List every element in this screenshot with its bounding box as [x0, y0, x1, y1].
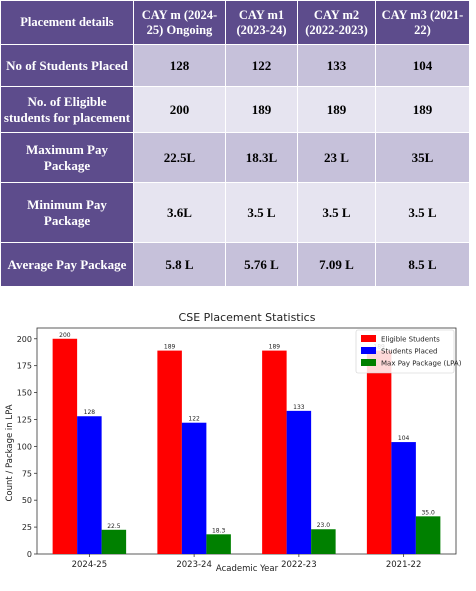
chart-title: CSE Placement Statistics	[179, 311, 316, 324]
table-row-eligible-students: No. of Eligible students for placement 2…	[0, 86, 470, 133]
y-tick-label: 150	[17, 389, 32, 398]
x-axis-label: Academic Year	[216, 564, 279, 574]
table-cell: 23 L	[297, 132, 376, 183]
bar-value-label: 22.5	[107, 523, 121, 530]
table-cell: 8.5 L	[375, 242, 470, 287]
placement-table: Placement details CAY m (2024-25) Ongoin…	[0, 0, 470, 287]
bar	[391, 442, 416, 554]
table-cell: 35L	[375, 132, 470, 183]
row-label: Minimum Pay Package	[0, 182, 134, 243]
table-cell: 3.5 L	[375, 182, 470, 243]
x-tick-label: 2021-22	[386, 560, 422, 570]
bar-value-label: 104	[398, 435, 410, 442]
y-tick-label: 50	[22, 496, 32, 505]
table-cell: 200	[133, 86, 226, 133]
x-tick-label: 2023-24	[176, 560, 212, 570]
bar-value-label: 133	[293, 404, 305, 411]
table-cell: 133	[297, 44, 376, 87]
header-cay-m3: CAY m3 (2021-22)	[375, 0, 470, 45]
y-tick-label: 75	[22, 469, 32, 478]
row-label: Average Pay Package	[0, 242, 134, 287]
bar	[262, 350, 287, 554]
header-cay-m: CAY m (2024-25) Ongoing	[133, 0, 226, 45]
header-cay-m1: CAY m1 (2023-24)	[225, 0, 298, 45]
table-row-max-package: Maximum Pay Package 22.5L 18.3L 23 L 35L	[0, 132, 470, 183]
bar	[286, 410, 312, 554]
legend-label: Max Pay Package (LPA)	[381, 360, 462, 368]
table-cell: 3.5 L	[225, 182, 298, 243]
table-cell: 18.3L	[225, 132, 298, 183]
bar	[52, 338, 78, 554]
bar	[206, 534, 231, 554]
bar	[101, 529, 127, 554]
table-cell: 128	[133, 44, 226, 87]
y-tick-label: 100	[17, 442, 32, 451]
y-tick-label: 0	[27, 550, 32, 559]
x-tick-label: 2022-23	[281, 560, 317, 570]
table-cell: 189	[375, 86, 470, 133]
table-row-avg-package: Average Pay Package 5.8 L 5.76 L 7.09 L …	[0, 242, 470, 287]
legend-box	[355, 329, 455, 374]
legend-swatch	[361, 359, 376, 366]
table-header-row: Placement details CAY m (2024-25) Ongoin…	[0, 0, 470, 45]
bar-value-label: 200	[59, 332, 71, 339]
legend-swatch	[361, 335, 376, 342]
x-tick-label: 2024-25	[72, 560, 108, 570]
bar-value-label: 23.0	[317, 522, 331, 529]
row-label: No. of Eligible students for placement	[0, 86, 134, 133]
table-row-min-package: Minimum Pay Package 3.6L 3.5 L 3.5 L 3.5…	[0, 182, 470, 243]
legend-swatch	[361, 347, 376, 354]
bar-value-label: 189	[164, 344, 176, 351]
table-cell: 5.8 L	[133, 242, 226, 287]
y-tick-label: 200	[17, 335, 32, 344]
row-label: Maximum Pay Package	[0, 132, 134, 183]
bar	[157, 350, 182, 554]
table-cell: 122	[225, 44, 298, 87]
y-tick-label: 25	[22, 523, 32, 532]
header-placement-details: Placement details	[0, 0, 134, 45]
bar	[181, 422, 207, 554]
legend-label: Eligible Students	[381, 336, 440, 344]
bar-value-label: 35.0	[421, 509, 435, 516]
y-tick-label: 175	[17, 362, 32, 371]
bar-value-label: 18.3	[212, 527, 226, 534]
bar-value-label: 189	[269, 344, 281, 351]
placement-table-section: Placement details CAY m (2024-25) Ongoin…	[0, 0, 476, 290]
bar-value-label: 122	[188, 416, 200, 423]
bar	[77, 416, 102, 554]
plot-area: 0 25 50 75 100 125 150 175 200 200 128 22.5 2024-25 1…	[17, 327, 462, 570]
table-cell: 104	[375, 44, 470, 87]
legend-label: Students Placed	[381, 348, 437, 356]
bar	[311, 529, 336, 554]
bar-chart: CSE Placement Statistics 0 25 50 75 100 125 15…	[0, 298, 476, 591]
table-cell: 189	[297, 86, 376, 133]
table-cell: 5.76 L	[225, 242, 298, 287]
table-cell: 7.09 L	[297, 242, 376, 287]
table-row-students-placed: No of Students Placed 128 122 133 104	[0, 44, 470, 87]
table-cell: 22.5L	[133, 132, 226, 183]
plot-frame	[36, 327, 457, 555]
table-cell: 3.5 L	[297, 182, 376, 243]
bar	[415, 516, 441, 554]
bar	[366, 350, 392, 554]
table-cell: 3.6L	[133, 182, 226, 243]
y-axis-label: Count / Package in LPA	[5, 404, 15, 501]
table-cell: 189	[225, 86, 298, 133]
y-tick-label: 125	[17, 415, 32, 424]
header-cay-m2: CAY m2 (2022-2023)	[297, 0, 376, 45]
bar-value-label: 128	[84, 409, 96, 416]
row-label: No of Students Placed	[0, 44, 134, 87]
